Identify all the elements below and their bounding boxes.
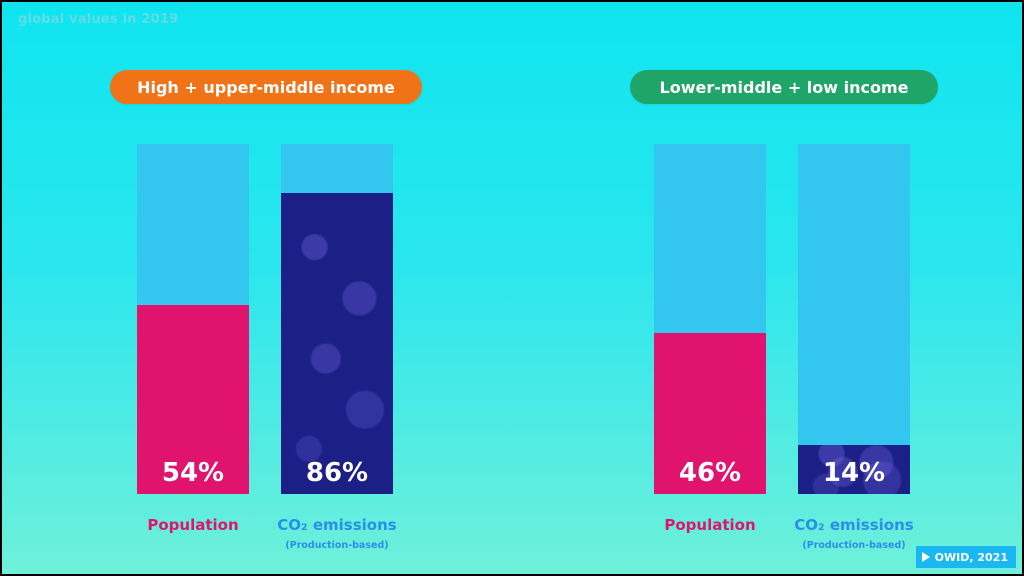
sublabel-high-co2: (Production-based) (285, 540, 389, 551)
value-label-low-population: 46% (678, 458, 742, 488)
bar-track-low-co2: 14% (798, 144, 910, 494)
bar-high-population (137, 305, 249, 494)
category-label-low-co2: CO₂ emissions (794, 516, 914, 534)
group-title-low-income: Lower-middle + low income (630, 70, 938, 104)
value-label-high-co2: 86% (305, 458, 369, 488)
badge-label: OWID, 2021 (934, 550, 1008, 564)
bar-low-co2 (798, 445, 910, 494)
owid-badge[interactable]: OWID, 2021 (915, 546, 1016, 568)
play-icon (921, 552, 930, 562)
caption: global values in 2019 (18, 12, 179, 27)
bar-low-population (654, 333, 766, 494)
bar-track-high-co2: 86% (281, 144, 393, 494)
category-label-high-co2: CO₂ emissions (277, 516, 397, 534)
sublabel-low-co2: (Production-based) (802, 540, 906, 551)
group-title-high-income: High + upper-middle income (110, 70, 422, 104)
bar-track-high-population: 54% (137, 144, 249, 494)
category-label-high-population: Population (147, 516, 239, 534)
value-label-low-co2: 14% (822, 458, 886, 488)
value-label-high-population: 54% (161, 458, 225, 488)
bar-track-low-population: 46% (654, 144, 766, 494)
category-label-low-population: Population (664, 516, 756, 534)
bar-high-co2 (281, 193, 393, 494)
